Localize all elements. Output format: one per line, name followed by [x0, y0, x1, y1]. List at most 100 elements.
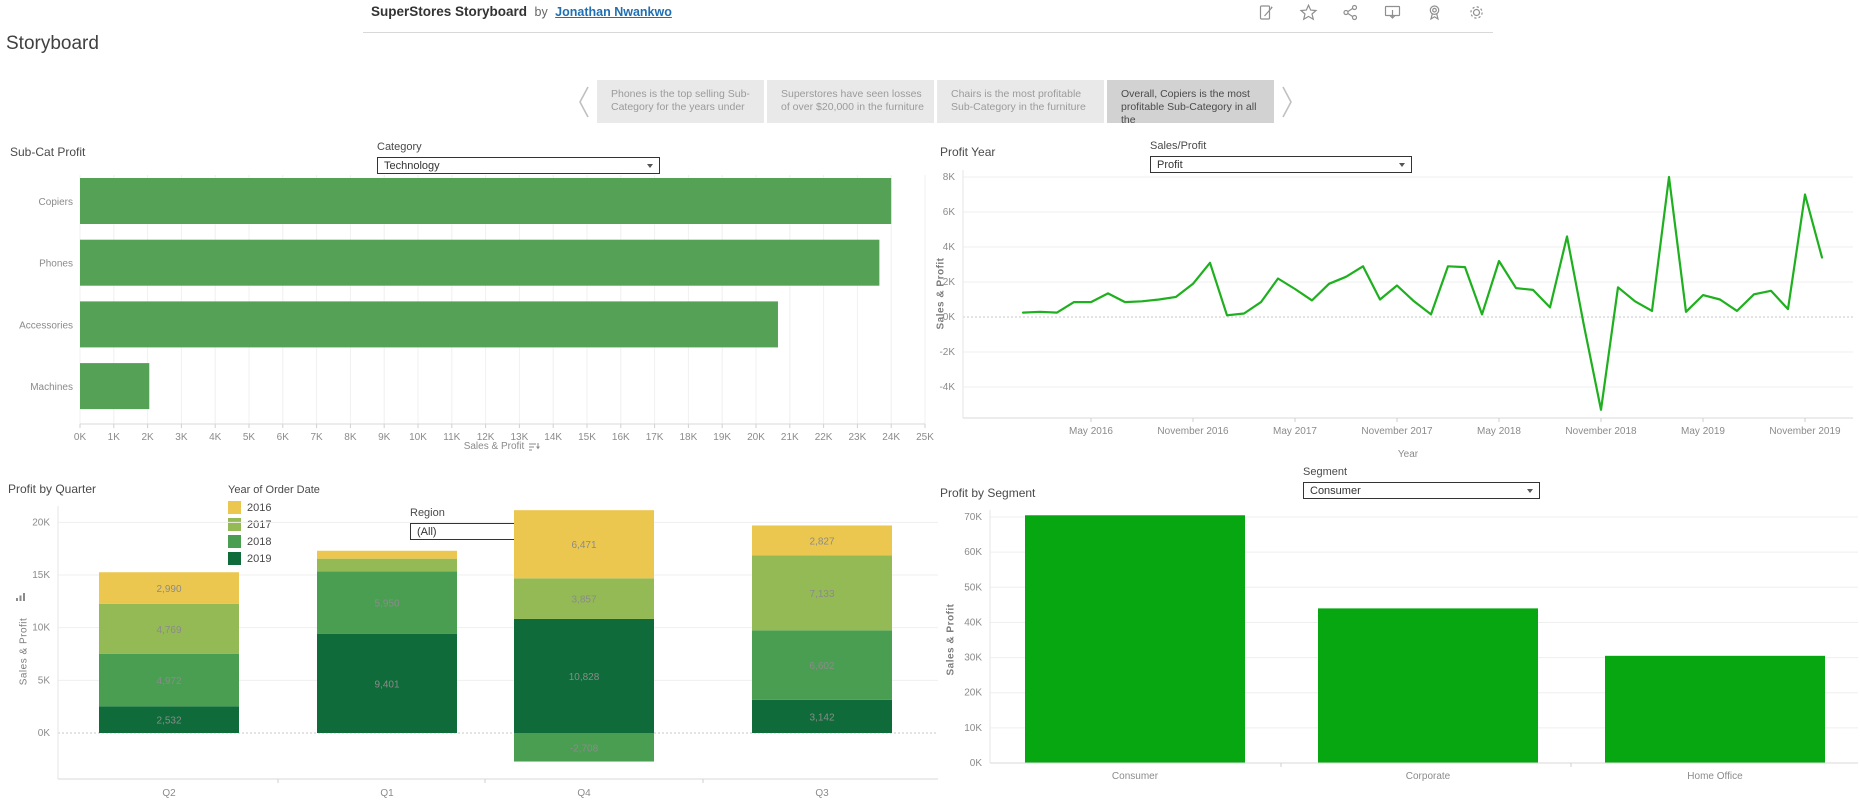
legend-item-2018[interactable]: 2018 — [228, 535, 320, 548]
svg-text:50K: 50K — [964, 582, 982, 593]
subcat-profit-chart[interactable]: 0K 1K 2K 3K 4K 5K 6K 7K 8K 9K 10K 11K 12K 13K 14K 15K 16… — [19, 175, 934, 450]
svg-text:May 2017: May 2017 — [1273, 426, 1317, 437]
svg-text:May 2018: May 2018 — [1477, 426, 1521, 437]
svg-text:9,401: 9,401 — [374, 679, 399, 690]
svg-text:0K: 0K — [970, 758, 983, 769]
viz-author-link[interactable]: Jonathan Nwankwo — [555, 5, 672, 19]
svg-text:0K: 0K — [943, 312, 956, 323]
svg-text:10K: 10K — [964, 723, 982, 734]
story-caption-4-selected[interactable]: Overall, Copiers is the most profitable … — [1107, 80, 1274, 123]
svg-text:2,827: 2,827 — [809, 536, 834, 547]
svg-text:5,950: 5,950 — [374, 599, 399, 610]
legend-swatch-2018 — [228, 535, 241, 548]
svg-text:20K: 20K — [964, 688, 982, 699]
story-caption-2-text: Superstores have seen losses of over $20… — [781, 88, 925, 113]
sales-profit-dropdown[interactable]: Profit — [1150, 156, 1412, 173]
svg-text:17K: 17K — [646, 432, 664, 443]
svg-text:November 2018: November 2018 — [1565, 426, 1637, 437]
story-caption-3-text: Chairs is the most profitable Sub-Catego… — [951, 88, 1086, 113]
viz-title: SuperStores Storyboard — [371, 4, 528, 19]
download-icon[interactable] — [1383, 3, 1401, 21]
svg-text:November 2017: November 2017 — [1361, 426, 1433, 437]
favorite-star-icon[interactable] — [1299, 3, 1317, 21]
svg-text:Q1: Q1 — [380, 788, 394, 799]
legend-title: Year of Order Date — [228, 484, 320, 496]
svg-text:Q4: Q4 — [577, 788, 591, 799]
legend-item-2016[interactable]: 2016 — [228, 501, 320, 514]
svg-text:1K: 1K — [108, 432, 121, 443]
prev-caption-button[interactable] — [574, 81, 594, 123]
svg-text:5K: 5K — [243, 432, 256, 443]
svg-text:November 2016: November 2016 — [1157, 426, 1229, 437]
svg-text:25K: 25K — [916, 432, 934, 443]
sort-descending-icon[interactable] — [529, 442, 541, 452]
svg-text:November 2019: November 2019 — [1769, 426, 1841, 437]
svg-text:20K: 20K — [32, 517, 50, 528]
chevron-down-icon — [647, 163, 653, 168]
share-icon[interactable] — [1341, 3, 1359, 21]
award-icon[interactable] — [1425, 3, 1443, 21]
svg-text:9K: 9K — [378, 432, 391, 443]
svg-text:11K: 11K — [443, 432, 460, 443]
sort-bars-icon[interactable] — [16, 592, 26, 601]
viz-by-text: by — [534, 5, 548, 19]
svg-text:Q2: Q2 — [162, 788, 176, 799]
svg-text:10,828: 10,828 — [569, 672, 600, 683]
svg-text:May 2019: May 2019 — [1681, 426, 1725, 437]
svg-text:-4K: -4K — [939, 382, 955, 393]
svg-text:Consumer: Consumer — [1112, 771, 1159, 782]
story-caption-1[interactable]: Phones is the top selling Sub-Category f… — [597, 80, 764, 123]
viz-title-block: SuperStores Storyboard by Jonathan Nwank… — [371, 3, 672, 21]
svg-text:7,133: 7,133 — [809, 589, 834, 600]
svg-text:3,857: 3,857 — [571, 595, 596, 606]
svg-text:-2,708: -2,708 — [570, 743, 599, 754]
story-caption-4-text: Overall, Copiers is the most profitable … — [1121, 88, 1257, 123]
legend-item-2019[interactable]: 2019 — [228, 552, 320, 565]
svg-text:21K: 21K — [781, 432, 799, 443]
legend-year-of-order-date: Year of Order Date 2016 2017 2018 2019 — [228, 484, 320, 569]
profit-by-quarter-chart[interactable]: 20K 15K 10K 5K 0K 2,532 4,972 4,769 2,990 Q2 9,401… — [32, 506, 938, 811]
sales-profit-dropdown-label: Sales/Profit — [1150, 140, 1207, 152]
segment-dropdown[interactable]: Consumer — [1303, 482, 1540, 499]
svg-text:20K: 20K — [747, 432, 765, 443]
svg-text:2,990: 2,990 — [156, 584, 181, 595]
profit-year-chart[interactable]: 8K 6K 4K 2K 0K -2K -4K May 2016 November 2016 May… — [939, 170, 1853, 470]
category-dropdown[interactable]: Technology — [377, 157, 660, 174]
chevron-down-icon — [1527, 488, 1533, 493]
svg-text:Q3: Q3 — [815, 788, 829, 799]
svg-text:Corporate: Corporate — [1406, 771, 1451, 782]
profit-by-quarter-chart-title: Profit by Quarter — [8, 482, 97, 496]
svg-text:4K: 4K — [943, 242, 956, 253]
story-navigation: Phones is the top selling Sub-Category f… — [574, 80, 1297, 123]
toolbar-icons — [1257, 3, 1485, 21]
edit-icon[interactable] — [1257, 3, 1275, 21]
sales-profit-dropdown-value: Profit — [1157, 158, 1183, 171]
svg-text:2K: 2K — [943, 277, 956, 288]
svg-text:4K: 4K — [209, 432, 222, 443]
legend-swatch-2016 — [228, 501, 241, 514]
svg-text:12K: 12K — [477, 432, 495, 443]
svg-text:10K: 10K — [32, 623, 50, 634]
story-caption-3[interactable]: Chairs is the most profitable Sub-Catego… — [937, 80, 1104, 123]
svg-text:15K: 15K — [32, 570, 50, 581]
svg-text:0K: 0K — [38, 728, 51, 739]
story-caption-2[interactable]: Superstores have seen losses of over $20… — [767, 80, 934, 123]
svg-text:19K: 19K — [713, 432, 731, 443]
chevron-down-icon — [1399, 162, 1405, 167]
svg-text:60K: 60K — [964, 547, 982, 558]
svg-text:40K: 40K — [964, 617, 982, 628]
svg-text:15K: 15K — [578, 432, 596, 443]
legend-swatch-2017 — [228, 518, 241, 531]
svg-text:2K: 2K — [141, 432, 154, 443]
svg-text:6K: 6K — [277, 432, 290, 443]
svg-text:16K: 16K — [612, 432, 630, 443]
line-y-axis-title: Sales & Profit — [935, 257, 947, 330]
profit-year-chart-title: Profit Year — [940, 145, 996, 159]
profit-by-segment-chart[interactable]: 70K 60K 50K 40K 30K 20K 10K 0K Consumer Corporate… — [964, 510, 1858, 810]
segment-y-axis-title: Sales & Profit — [945, 603, 957, 676]
svg-text:13K: 13K — [511, 432, 529, 443]
next-caption-button[interactable] — [1277, 81, 1297, 123]
settings-gear-icon[interactable] — [1467, 3, 1485, 21]
svg-text:2,532: 2,532 — [156, 716, 181, 727]
legend-item-2017[interactable]: 2017 — [228, 518, 320, 531]
